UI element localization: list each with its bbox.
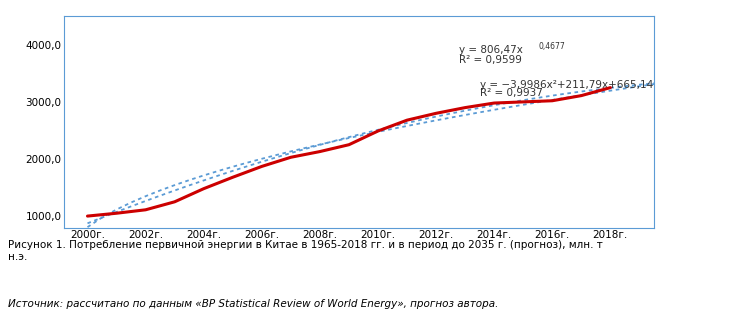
Text: Источник: рассчитано по данным «BP Statistical Review of World Energy», прогноз : Источник: рассчитано по данным «BP Stati…	[8, 299, 498, 309]
Text: y = 806,47x: y = 806,47x	[460, 45, 523, 55]
Text: Рисунок 1. Потребление первичной энергии в Китае в 1965-2018 гг. и в период до 2: Рисунок 1. Потребление первичной энергии…	[8, 240, 603, 262]
Text: R² = 0,9599: R² = 0,9599	[460, 55, 522, 65]
Text: y = −3,9986x²+211,79x+665,14: y = −3,9986x²+211,79x+665,14	[479, 81, 653, 90]
Text: R² = 0,9937: R² = 0,9937	[479, 88, 543, 98]
Text: 0,4677: 0,4677	[538, 42, 565, 50]
